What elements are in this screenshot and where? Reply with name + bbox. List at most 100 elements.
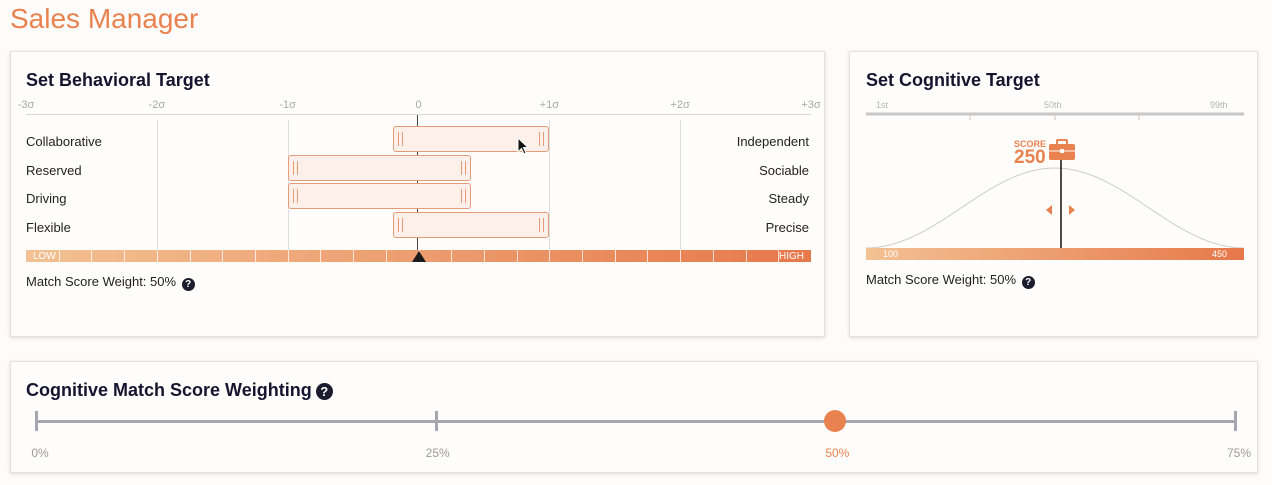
bar-grip[interactable] bbox=[543, 218, 545, 232]
sigma-label: +1σ bbox=[539, 99, 559, 111]
scale-tick bbox=[451, 250, 453, 262]
scale-tick bbox=[483, 250, 485, 262]
scale-tick bbox=[91, 250, 93, 262]
bar-grip[interactable] bbox=[464, 161, 466, 175]
trait-left-label: Driving bbox=[26, 191, 67, 206]
scale-tick bbox=[287, 250, 289, 262]
center-triangle-marker bbox=[411, 251, 426, 262]
trait-right-label: Independent bbox=[736, 134, 809, 149]
sigma-label: -3σ bbox=[17, 99, 35, 111]
trait-left-label: Flexible bbox=[26, 220, 71, 235]
scale-tick bbox=[549, 250, 551, 262]
cognitive-weight-line: Match Score Weight: 50% ? bbox=[866, 272, 1035, 289]
scale-tick bbox=[778, 250, 780, 262]
scale-tick bbox=[222, 250, 224, 262]
trait-left-label: Reserved bbox=[26, 163, 82, 178]
trait-right-label: Sociable bbox=[759, 163, 809, 178]
bell-curve bbox=[866, 167, 1244, 249]
scale-tick bbox=[582, 250, 584, 262]
bar-grip[interactable] bbox=[296, 161, 298, 175]
scale-tick bbox=[712, 250, 714, 262]
weighting-title: Cognitive Match Score Weighting? bbox=[26, 380, 333, 401]
bar-grip[interactable] bbox=[464, 189, 466, 203]
behavioral-title: Set Behavioral Target bbox=[26, 70, 210, 90]
score-min-label: 100 bbox=[883, 249, 899, 259]
arrow-right-icon bbox=[1069, 205, 1075, 215]
behavioral-weight-line: Match Score Weight: 50% ? bbox=[26, 274, 195, 291]
slider-stop-tick[interactable] bbox=[1234, 411, 1237, 431]
bar-grip[interactable] bbox=[397, 132, 399, 146]
trait-range-bar[interactable] bbox=[287, 183, 471, 209]
help-icon[interactable]: ? bbox=[181, 278, 195, 291]
weighting-card: Cognitive Match Score Weighting? 0% 25% 50… bbox=[10, 361, 1258, 473]
score-max-label: 450 bbox=[1211, 249, 1227, 259]
weighting-title-text: Cognitive Match Score Weighting bbox=[26, 380, 312, 400]
slider-handle[interactable] bbox=[824, 410, 847, 432]
sigma-label: -2σ bbox=[148, 99, 166, 111]
bar-grip[interactable] bbox=[296, 189, 298, 203]
scale-tick bbox=[516, 250, 518, 262]
help-icon[interactable]: ? bbox=[1021, 276, 1035, 289]
scale-low-label: LOW bbox=[33, 251, 56, 262]
cognitive-score-scale: 100 450 bbox=[866, 248, 1244, 260]
cognitive-title: Set Cognitive Target bbox=[866, 70, 1040, 90]
bar-grip[interactable] bbox=[460, 161, 462, 175]
slider-stop-label[interactable]: 25% bbox=[425, 446, 450, 460]
sigma-label: 0 bbox=[415, 99, 422, 111]
scale-tick bbox=[647, 250, 649, 262]
scale-tick bbox=[124, 250, 126, 262]
slider-stop-tick[interactable] bbox=[35, 411, 38, 431]
bar-grip[interactable] bbox=[292, 189, 294, 203]
sigma-axis-line bbox=[26, 114, 811, 115]
page-title: Sales Manager bbox=[10, 3, 199, 34]
mouse-cursor-icon bbox=[517, 137, 530, 155]
bar-grip[interactable] bbox=[397, 218, 399, 232]
scale-tick bbox=[614, 250, 616, 262]
slider-stop-tick[interactable] bbox=[434, 411, 438, 431]
briefcase-icon[interactable] bbox=[1049, 139, 1075, 161]
bar-grip[interactable] bbox=[401, 132, 403, 146]
trait-right-label: Precise bbox=[765, 220, 809, 235]
trait-left-label: Collaborative bbox=[26, 134, 102, 149]
slider-track bbox=[36, 420, 1235, 423]
slider-stop-label[interactable]: 0% bbox=[31, 446, 49, 460]
bar-grip[interactable] bbox=[460, 189, 462, 203]
sigma-gridline bbox=[156, 120, 158, 250]
cognitive-weight-label: Match Score Weight: 50% bbox=[866, 272, 1017, 287]
sigma-label: +3σ bbox=[801, 99, 821, 111]
slider-stop-label[interactable]: 75% bbox=[1226, 446, 1252, 460]
scale-tick bbox=[156, 250, 158, 262]
bar-grip[interactable] bbox=[539, 218, 541, 232]
scale-tick bbox=[254, 250, 256, 262]
bell-curve-chart bbox=[866, 112, 1244, 250]
scale-tick bbox=[320, 250, 322, 262]
zero-line bbox=[417, 115, 418, 250]
bar-grip[interactable] bbox=[401, 218, 403, 232]
scale-tick bbox=[745, 250, 747, 262]
scale-tick bbox=[353, 250, 355, 262]
scale-tick bbox=[58, 250, 60, 262]
percentile-50th-label: 50th bbox=[1044, 100, 1062, 110]
behavioral-weight-label: Match Score Weight: 50% bbox=[26, 274, 177, 289]
percentile-1st-label: 1st bbox=[876, 100, 889, 110]
sigma-gridline bbox=[549, 120, 551, 250]
bar-grip[interactable] bbox=[539, 132, 541, 146]
sigma-label: +2σ bbox=[670, 99, 690, 111]
score-value: 250 bbox=[1014, 147, 1046, 168]
behavioral-target-card: Set Behavioral Target -3σ -2σ -1σ 0 +1σ +2σ +3… bbox=[10, 51, 825, 337]
scale-tick bbox=[385, 250, 387, 262]
help-icon[interactable]: ? bbox=[315, 383, 333, 400]
trait-range-bar[interactable] bbox=[287, 155, 471, 181]
bar-grip[interactable] bbox=[292, 161, 294, 175]
scale-tick bbox=[680, 250, 682, 262]
trait-right-label: Steady bbox=[768, 191, 809, 206]
score-caption: SCORE bbox=[1014, 139, 1047, 149]
sigma-gridline bbox=[680, 120, 682, 250]
slider-stop-label[interactable]: 50% bbox=[825, 446, 850, 460]
scale-high-label: HIGH bbox=[779, 251, 804, 262]
trait-range-bar[interactable] bbox=[392, 212, 550, 238]
percentile-99th-label: 99th bbox=[1210, 100, 1228, 110]
bar-grip[interactable] bbox=[543, 132, 545, 146]
scale-tick bbox=[189, 250, 191, 262]
sigma-label: -1σ bbox=[279, 99, 296, 111]
